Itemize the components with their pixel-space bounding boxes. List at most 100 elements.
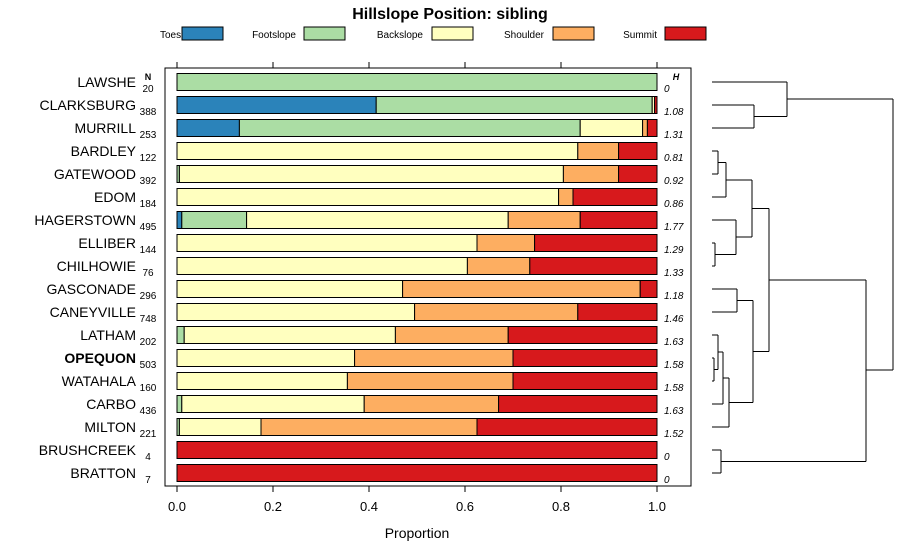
legend-label: Footslope — [252, 30, 296, 41]
x-tick-label: 1.0 — [648, 499, 666, 514]
legend-swatch — [552, 26, 595, 41]
x-tick-label: 0.4 — [360, 499, 378, 514]
plot-frame — [164, 67, 692, 487]
bar-segment — [498, 395, 658, 413]
row-label: CARBO — [86, 396, 136, 412]
bar-segment — [512, 372, 658, 390]
row-h-value: 0 — [664, 84, 670, 95]
row-n-value: 76 — [142, 268, 154, 279]
bar-segment — [529, 257, 658, 275]
row-h-value: 0 — [664, 452, 670, 463]
row-label: CLARKSBURG — [40, 97, 136, 113]
row-h-value: 1.63 — [664, 337, 684, 348]
bar-segment — [618, 165, 658, 183]
bar-segment — [178, 165, 564, 183]
bar-segment — [178, 418, 262, 436]
row-h-value: 1.29 — [664, 245, 684, 256]
bar-rows: LAWSHE 20 0 CLARKSBURG 388 1.08 MURRILL 253 1.31… — [34, 73, 684, 486]
bar-segment — [639, 280, 658, 298]
x-tick-label: 0.8 — [552, 499, 570, 514]
row-n-value: 296 — [140, 291, 157, 302]
legend-label: Backslope — [377, 30, 424, 41]
row-label: GATEWOOD — [54, 166, 136, 182]
row-label: BARDLEY — [71, 143, 137, 159]
dendrogram — [712, 81, 894, 474]
row-h-value: 1.33 — [664, 268, 684, 279]
bar-segment — [176, 395, 183, 413]
row-h-value: 1.77 — [664, 222, 684, 233]
bar-segment — [507, 211, 581, 229]
bar-segment — [562, 165, 620, 183]
n-column-header: N — [145, 72, 152, 82]
bar-segment — [176, 142, 579, 160]
bar-segment — [577, 142, 620, 160]
row-h-value: 0.92 — [664, 176, 684, 187]
row-n-value: 202 — [140, 337, 157, 348]
row-n-value: 7 — [145, 475, 151, 486]
row-label: LAWSHE — [77, 74, 136, 90]
bar-segment — [534, 234, 658, 252]
row-h-value: 1.58 — [664, 383, 684, 394]
row-n-value: 388 — [140, 107, 157, 118]
row-h-value: 1.18 — [664, 291, 684, 302]
row-label: GASCONADE — [47, 281, 136, 297]
row-label: MILTON — [84, 419, 136, 435]
h-column-header: H — [673, 72, 680, 82]
chart-title: Hillslope Position: sibling — [352, 6, 548, 23]
bar-segment — [176, 96, 377, 114]
bar-segment — [414, 303, 579, 321]
bar-segment — [346, 372, 514, 390]
row-label: BRATTON — [70, 465, 136, 481]
bar-segment — [176, 73, 658, 91]
legend-label: Toeslope — [160, 30, 200, 41]
row-label: LATHAM — [80, 327, 136, 343]
bar-segment — [646, 119, 658, 137]
bar-segment — [476, 418, 658, 436]
bar-segment — [642, 119, 648, 137]
row-n-value: 144 — [140, 245, 157, 256]
bar-segment — [246, 211, 509, 229]
bar-segment — [375, 96, 653, 114]
row-n-value: 184 — [140, 199, 157, 210]
row-h-value: 1.63 — [664, 406, 684, 417]
bar-segment — [176, 234, 478, 252]
legend-swatch — [303, 26, 346, 41]
row-n-value: 160 — [140, 383, 157, 394]
bar-segment — [363, 395, 500, 413]
row-h-value: 1.52 — [664, 429, 684, 440]
legend-label: Summit — [623, 30, 657, 41]
row-n-value: 748 — [140, 314, 157, 325]
row-n-value: 436 — [140, 406, 157, 417]
row-n-value: 253 — [140, 130, 157, 141]
bar-segment — [176, 257, 468, 275]
x-tick-label: 0.0 — [168, 499, 186, 514]
x-axis-title: Proportion — [385, 525, 450, 541]
row-n-value: 495 — [140, 222, 157, 233]
bar-segment — [354, 349, 514, 367]
row-n-value: 221 — [140, 429, 157, 440]
bar-segment — [176, 326, 185, 344]
legend: Toeslope Footslope Backslope Shoulder Summit — [160, 26, 707, 41]
bar-segment — [176, 349, 356, 367]
row-n-value: 20 — [142, 84, 154, 95]
row-h-value: 0.86 — [664, 199, 684, 210]
row-h-value: 0 — [664, 475, 670, 486]
row-label: WATAHALA — [62, 373, 137, 389]
row-label: CANEYVILLE — [50, 304, 136, 320]
bar-segment — [402, 280, 641, 298]
legend-swatch — [181, 26, 224, 41]
row-h-value: 1.46 — [664, 314, 684, 325]
legend-label: Shoulder — [504, 30, 545, 41]
row-n-value: 503 — [140, 360, 157, 371]
row-h-value: 1.58 — [664, 360, 684, 371]
row-label: ELLIBER — [78, 235, 136, 251]
bar-segment — [176, 303, 416, 321]
row-label: OPEQUON — [64, 350, 136, 366]
bar-segment — [181, 395, 365, 413]
bar-segment — [176, 188, 560, 206]
bar-segment — [181, 211, 248, 229]
bar-segment — [260, 418, 478, 436]
row-label: CHILHOWIE — [57, 258, 136, 274]
x-tick-label: 0.2 — [264, 499, 282, 514]
bar-segment — [466, 257, 531, 275]
